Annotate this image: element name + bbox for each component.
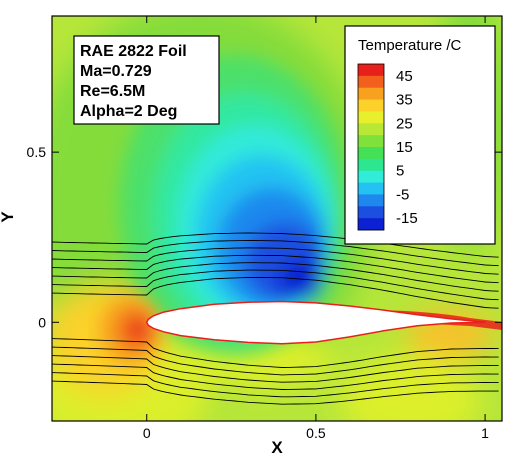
x-axis-title: X bbox=[271, 438, 283, 457]
info-line-alpha: Alpha=2 Deg bbox=[80, 103, 177, 120]
legend: Temperature /C 45 35 25 15 5 -5 -15 bbox=[344, 25, 496, 245]
legend-swatch bbox=[358, 170, 384, 183]
streamline-12 bbox=[52, 372, 499, 398]
streamline-4 bbox=[52, 254, 499, 284]
streamlines bbox=[52, 232, 499, 405]
y-tick-label: 0 bbox=[38, 314, 46, 330]
streamline-10 bbox=[52, 355, 499, 383]
legend-swatch bbox=[358, 194, 384, 207]
streamline-8 bbox=[52, 338, 499, 368]
streamline-6 bbox=[52, 269, 499, 301]
field-cold-bubble bbox=[120, 55, 350, 355]
plot-frame bbox=[51, 15, 503, 422]
streamline-9 bbox=[52, 346, 499, 376]
legend-swatch bbox=[358, 182, 384, 195]
y-tick-label: 0.5 bbox=[27, 144, 47, 160]
legend-swatch bbox=[358, 158, 384, 172]
legend-label: 25 bbox=[396, 115, 413, 132]
legend-swatch bbox=[358, 87, 384, 100]
region-yellow-low-right bbox=[340, 355, 480, 421]
contour-minus15 bbox=[278, 260, 322, 300]
legend-label: 35 bbox=[396, 92, 413, 109]
x-axis: 0 0.5 1 bbox=[143, 16, 489, 441]
legend-colorbar bbox=[357, 63, 385, 231]
streamline-5 bbox=[52, 262, 499, 292]
legend-swatch bbox=[358, 218, 384, 231]
x-tick-label: 1 bbox=[481, 425, 489, 441]
airfoil bbox=[145, 300, 486, 345]
legend-title: Temperature /C bbox=[358, 37, 462, 54]
info-box-frame bbox=[73, 35, 220, 125]
streamline-3 bbox=[52, 247, 499, 275]
streamline-11 bbox=[52, 363, 499, 390]
legend-colorbar-frame bbox=[357, 63, 385, 231]
x-tick-label: 0.5 bbox=[306, 425, 326, 441]
legend-swatch bbox=[358, 64, 384, 77]
legend-label: 15 bbox=[396, 139, 413, 156]
legend-label: 45 bbox=[396, 68, 413, 85]
legend-label: 5 bbox=[396, 163, 404, 180]
x-tick-label: 0 bbox=[143, 425, 151, 441]
legend-swatch bbox=[358, 99, 384, 112]
legend-swatch bbox=[358, 206, 384, 219]
case-info-box: RAE 2822 Foil Ma=0.729 Re=6.5M Alpha=2 D… bbox=[73, 35, 220, 125]
streamline-7 bbox=[52, 277, 499, 309]
streamline-13 bbox=[52, 380, 499, 405]
info-line-foil: RAE 2822 Foil bbox=[80, 43, 187, 60]
legend-swatch bbox=[358, 135, 384, 148]
legend-swatch bbox=[358, 111, 384, 124]
hot-45 bbox=[131, 320, 149, 340]
y-axis-title: Y bbox=[0, 211, 17, 223]
streamline-1 bbox=[52, 232, 499, 258]
streamline-2 bbox=[52, 239, 499, 267]
legend-label: -5 bbox=[396, 186, 409, 203]
legend-label: -15 bbox=[396, 210, 418, 227]
legend-swatch bbox=[358, 123, 384, 136]
legend-swatch bbox=[358, 75, 384, 89]
legend-labels: 45 35 25 15 5 -5 -15 bbox=[396, 68, 418, 227]
leading-edge-hotspot bbox=[100, 296, 160, 364]
y-axis: 00.5 bbox=[27, 144, 502, 330]
info-line-mach: Ma=0.729 bbox=[80, 63, 152, 80]
info-line-reynolds: Re=6.5M bbox=[80, 83, 145, 100]
legend-swatch bbox=[358, 147, 384, 160]
